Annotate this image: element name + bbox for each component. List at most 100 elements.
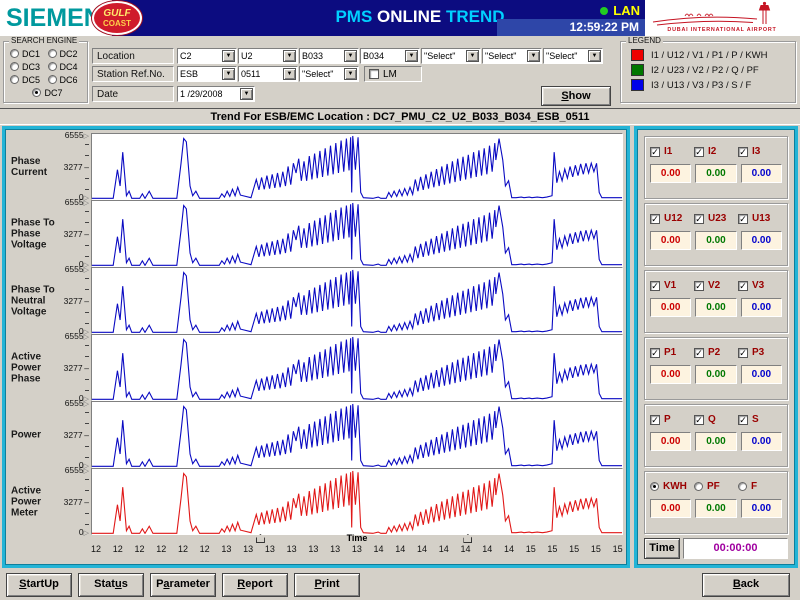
x-tick-label: 15 — [547, 544, 558, 554]
chevron-down-icon[interactable]: ▼ — [527, 50, 540, 62]
report-button[interactable]: Report — [222, 573, 288, 597]
minor-tick — [85, 512, 89, 514]
chevron-down-icon[interactable]: ▼ — [222, 68, 235, 80]
checkbox-i3[interactable]: ✓ I3 — [738, 146, 782, 157]
time-tag: Time — [644, 538, 680, 559]
title-online: ONLINE — [377, 7, 442, 26]
trend-plot — [91, 200, 623, 267]
checkbox-s[interactable]: ✓ S — [738, 414, 782, 425]
radio-dc7[interactable]: DC7 — [10, 86, 85, 99]
trend-row-4: Active Power Phase 6555▷ 3277 –0▷ — [9, 331, 623, 403]
x-tick-label: 13 — [308, 544, 319, 554]
checkbox-p[interactable]: ✓ P — [650, 414, 694, 425]
radio-dc5[interactable]: DC5 — [10, 73, 48, 86]
chevron-down-icon[interactable]: ▼ — [405, 50, 418, 62]
scale-adjust-icon[interactable]: ▷ — [83, 267, 89, 274]
trend-name: Active Power Meter — [11, 485, 42, 518]
station-combo-2[interactable]: 0511 ▼ — [238, 66, 298, 82]
y-tick-value: 0 — [78, 527, 84, 537]
checkbox-p3[interactable]: ✓ P3 — [738, 347, 782, 358]
checkbox-p1[interactable]: ✓ P1 — [650, 347, 694, 358]
signal-value-row: 0.00 0.00 0.00 — [650, 499, 782, 518]
radio-dc3[interactable]: DC3 — [10, 60, 48, 73]
location-combo-7[interactable]: "Select" ▼ — [543, 48, 603, 64]
y-tick-value: 3277 — [63, 295, 83, 306]
minor-tick — [85, 255, 89, 257]
date-combo[interactable]: 1 /29/2008 ▼ — [177, 86, 255, 102]
scale-adjust-icon[interactable]: ▷ — [83, 334, 89, 341]
signal-label: P2 — [708, 347, 721, 358]
chevron-down-icon[interactable]: ▼ — [344, 50, 357, 62]
show-button[interactable]: Show — [541, 86, 611, 106]
radio-dc1[interactable]: DC1 — [10, 47, 48, 60]
trend-name: Phase To Phase Voltage — [11, 217, 55, 250]
trend-plot — [91, 334, 623, 401]
scale-adjust-icon[interactable]: ▷ — [83, 262, 89, 269]
station-combo-3[interactable]: "Select" ▼ — [299, 66, 359, 82]
x-tick-label: 15 — [590, 544, 601, 554]
checkbox-q[interactable]: ✓ Q — [694, 414, 738, 425]
minor-tick — [85, 155, 89, 157]
scale-adjust-icon[interactable]: ▷ — [83, 133, 89, 140]
print-button[interactable]: Print — [294, 573, 360, 597]
scale-adjust-icon[interactable]: ▷ — [83, 329, 89, 336]
trend-line — [92, 404, 622, 466]
signal-toggle-row: ✓ P1 ✓ P2 ✓ P3 — [650, 347, 782, 358]
parameter-button[interactable]: Parameter — [150, 573, 216, 597]
scale-adjust-icon[interactable]: ▷ — [83, 463, 89, 470]
lm-checkbox[interactable] — [369, 69, 379, 79]
station-combo-1[interactable]: ESB ▼ — [177, 66, 237, 82]
time-cursor-handle-1[interactable] — [255, 534, 265, 543]
page-title: PMS ONLINE TREND — [240, 7, 600, 27]
scale-adjust-icon[interactable]: ▷ — [83, 200, 89, 207]
checkbox-i2[interactable]: ✓ I2 — [694, 146, 738, 157]
chevron-down-icon[interactable]: ▼ — [466, 50, 479, 62]
radio-kwh[interactable]: KWH — [650, 481, 694, 492]
status-button[interactable]: Status — [78, 573, 144, 597]
chevron-down-icon[interactable]: ▼ — [283, 68, 296, 80]
chevron-down-icon[interactable]: ▼ — [222, 50, 235, 62]
location-combo-1[interactable]: C2 ▼ — [177, 48, 237, 64]
radio-dc6[interactable]: DC6 — [47, 73, 86, 86]
location-combo-2[interactable]: U2 ▼ — [238, 48, 298, 64]
radio-f[interactable]: F — [738, 481, 782, 492]
scale-adjust-icon[interactable]: ▷ — [83, 468, 89, 475]
signal-label: V2 — [708, 280, 721, 291]
checkbox-p2[interactable]: ✓ P2 — [694, 347, 738, 358]
y-tick-value: 3277 — [63, 362, 83, 373]
chevron-down-icon[interactable]: ▼ — [283, 50, 296, 62]
scale-adjust-icon[interactable]: ▷ — [83, 401, 89, 408]
minor-tick — [85, 412, 89, 414]
radio-pf[interactable]: PF — [694, 481, 738, 492]
trend-line — [92, 337, 622, 399]
time-cursor-handle-2[interactable] — [463, 534, 473, 543]
scale-adjust-icon[interactable]: ▷ — [83, 195, 89, 202]
x-tick-label: 13 — [286, 544, 297, 554]
chevron-down-icon[interactable]: ▼ — [344, 68, 357, 80]
checkbox-v1[interactable]: ✓ V1 — [650, 280, 694, 291]
checkbox-v3[interactable]: ✓ V3 — [738, 280, 782, 291]
y-tick-value: 0 — [78, 326, 84, 336]
signal-label: KWH — [663, 481, 687, 492]
radio-dc4[interactable]: DC4 — [47, 60, 86, 73]
radio-label: DC2 — [59, 48, 78, 59]
scale-adjust-icon[interactable]: ▷ — [83, 530, 89, 537]
location-combo-6[interactable]: "Select" ▼ — [482, 48, 542, 64]
checkbox-i1[interactable]: ✓ I1 — [650, 146, 694, 157]
signal-label: V3 — [752, 280, 765, 291]
trend-row-3: Phase To Neutral Voltage 6555▷ 3277 –0▷ — [9, 264, 623, 336]
back-button[interactable]: Back — [702, 573, 790, 597]
location-combo-5[interactable]: "Select" ▼ — [421, 48, 481, 64]
checkbox-u23[interactable]: ✓ U23 — [694, 213, 738, 224]
radio-dc2[interactable]: DC2 — [47, 47, 86, 60]
checkbox-u13[interactable]: ✓ U13 — [738, 213, 782, 224]
signal-group-5: ✓ P ✓ Q ✓ S 0.00 0.00 0.00 — [644, 404, 788, 467]
checkbox-u12[interactable]: ✓ U12 — [650, 213, 694, 224]
scale-adjust-icon[interactable]: ▷ — [83, 396, 89, 403]
location-combo-3[interactable]: B033 ▼ — [299, 48, 359, 64]
chevron-down-icon[interactable]: ▼ — [588, 50, 601, 62]
chevron-down-icon[interactable]: ▼ — [240, 88, 253, 100]
location-combo-4[interactable]: B034 ▼ — [360, 48, 420, 64]
checkbox-v2[interactable]: ✓ V2 — [694, 280, 738, 291]
startup-button[interactable]: StartUp — [6, 573, 72, 597]
